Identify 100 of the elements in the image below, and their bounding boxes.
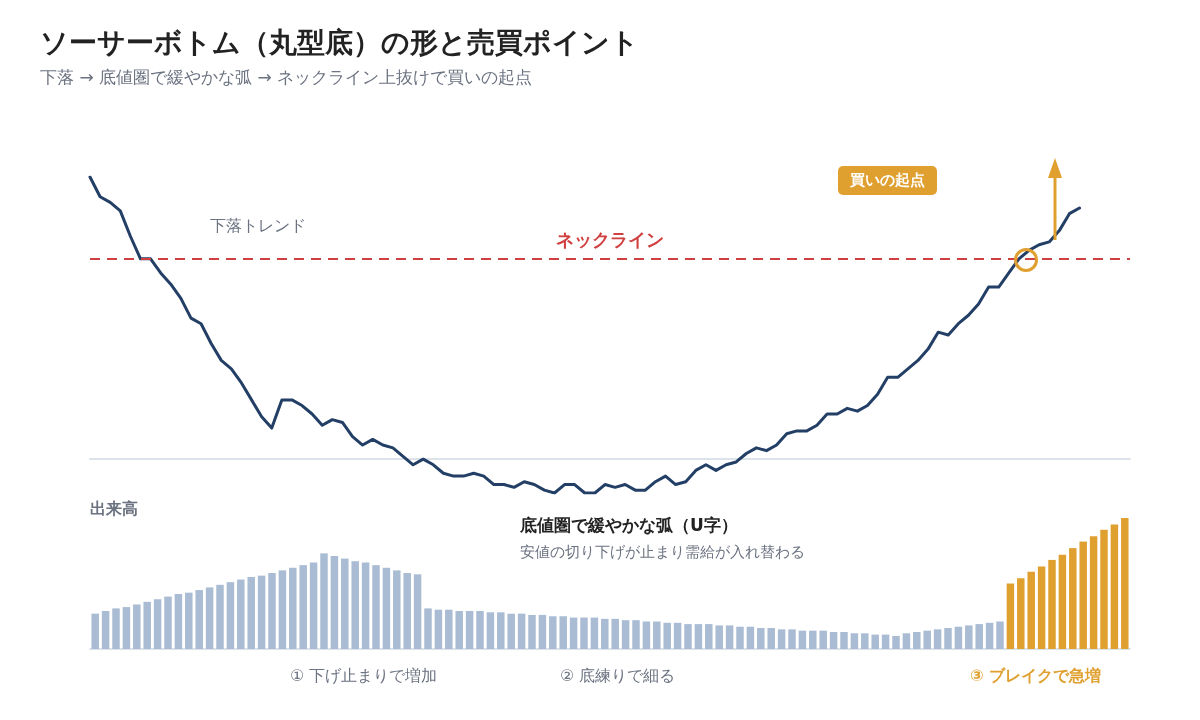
bar (289, 567, 297, 649)
bar (434, 609, 443, 649)
bar (164, 596, 172, 649)
bar (476, 611, 484, 649)
bar (91, 613, 99, 649)
bar (642, 621, 651, 649)
bar (195, 590, 203, 649)
bar (788, 629, 796, 649)
bar (736, 626, 744, 649)
bar (341, 558, 349, 649)
bar (424, 608, 432, 649)
bar (507, 613, 515, 649)
bar (684, 624, 692, 649)
bar (320, 553, 328, 649)
bar (653, 621, 661, 649)
bar (309, 562, 318, 649)
bar (871, 634, 879, 649)
annotation: 底値圏で緩やかな弧（U字） (520, 514, 738, 537)
bar (1121, 518, 1129, 649)
bar (393, 570, 401, 649)
bar (923, 630, 931, 649)
bar (413, 574, 422, 649)
bar (715, 625, 723, 649)
bar (965, 625, 973, 649)
bar (122, 607, 131, 649)
bar (528, 614, 536, 649)
bar (351, 561, 359, 649)
bar (1058, 554, 1067, 649)
bar (892, 635, 900, 649)
bar (278, 570, 287, 649)
bar (517, 613, 526, 649)
bar (205, 587, 214, 649)
bar (694, 624, 703, 649)
bar (933, 629, 942, 649)
bar (268, 573, 276, 649)
bar (881, 634, 890, 649)
bar (153, 599, 162, 649)
bar (580, 617, 588, 649)
bar (850, 633, 859, 649)
bar (247, 576, 255, 649)
bar (112, 608, 120, 649)
annotation: 安値の切り下げが止まり需給が入れ替わる (520, 543, 805, 562)
bar (996, 621, 1004, 649)
bar (1027, 571, 1035, 649)
bar (445, 609, 453, 649)
bar (257, 575, 266, 649)
bar (954, 626, 963, 649)
bar (465, 611, 474, 649)
bar (725, 625, 734, 649)
bar (1006, 583, 1015, 649)
bar (101, 611, 110, 649)
bar (559, 616, 567, 649)
bar (1079, 541, 1087, 649)
bar (143, 601, 151, 649)
bar (611, 618, 619, 649)
bar (621, 620, 630, 649)
chart-title: 出来高 (90, 499, 138, 520)
bar (569, 617, 578, 649)
bar (1110, 524, 1119, 649)
bar (1089, 536, 1098, 649)
bar (819, 630, 827, 649)
chart-subtitle: 下落 → 底値圏で緩やかな弧 → ネックライン上抜けで買いの起点 (40, 66, 533, 89)
bar (767, 628, 775, 649)
bar (757, 628, 765, 649)
text: ② 底練りで細る (560, 666, 676, 687)
bar (705, 624, 713, 649)
bar (382, 567, 391, 649)
bar (1037, 566, 1046, 649)
bar (216, 584, 224, 649)
ref-line-label: ネックライン (556, 229, 664, 250)
bar (237, 579, 245, 649)
bar (673, 622, 682, 649)
bar (299, 565, 307, 649)
bar (590, 617, 599, 649)
bar (226, 582, 235, 649)
text: ① 下げ止まりで増加 (290, 666, 438, 687)
bar (1048, 559, 1056, 649)
bar (372, 565, 380, 649)
bar (538, 614, 547, 649)
bar (663, 622, 671, 649)
bar (944, 628, 952, 649)
bar (1017, 578, 1025, 649)
annotation: 下落トレンド (210, 216, 306, 237)
bar (777, 629, 786, 649)
bar (185, 592, 193, 649)
bar (133, 604, 141, 649)
bar (798, 630, 807, 649)
bar (809, 630, 817, 649)
bar (455, 611, 463, 649)
bar (975, 624, 983, 649)
bar (861, 633, 869, 649)
bar (746, 626, 755, 649)
annotation: 買いの起点 (838, 166, 937, 195)
text: ③ ブレイクで急増 (970, 666, 1102, 687)
bar (985, 622, 994, 649)
bar (403, 573, 411, 649)
bar (549, 616, 557, 649)
bar (1100, 529, 1108, 649)
bar (829, 631, 838, 649)
bar (497, 612, 505, 649)
